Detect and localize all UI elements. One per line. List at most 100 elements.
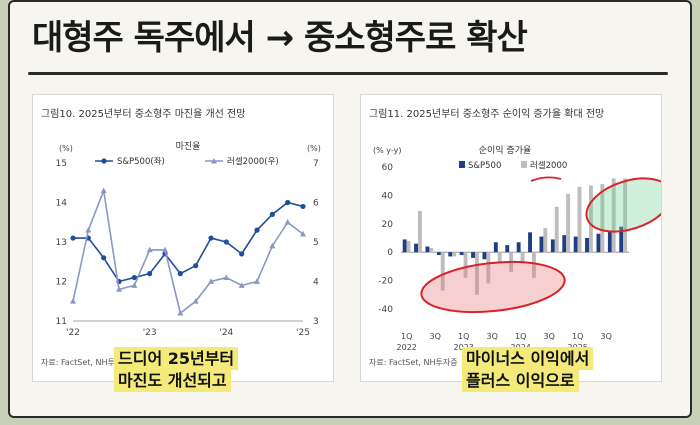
x-tick-year-label: 2022 [397, 343, 417, 352]
y-tick-label: 0 [387, 248, 393, 258]
bar-1 [463, 252, 468, 278]
bar-1 [554, 206, 559, 253]
data-point [254, 278, 260, 284]
x-tick-label: 3Q [601, 332, 612, 341]
earnings-chart-panel-title: 그림11. 2025년부터 중소형주 순이익 증가율 확대 전망 [369, 109, 605, 120]
margin-chart-source: 자료: FactSet, NH투 [41, 358, 115, 367]
x-tick-label: 1Q [458, 332, 469, 341]
caption-left-line2: 마진도 개선되고 [114, 369, 231, 392]
bar-1 [497, 252, 502, 264]
data-point [193, 263, 199, 269]
chart-title: 순이익 증가율 [479, 144, 532, 156]
legend-label: S&P500 [468, 161, 501, 171]
legend-marker [101, 158, 107, 164]
bar-0 [482, 252, 487, 260]
bar-0 [493, 242, 498, 253]
data-point [162, 246, 168, 253]
bar-0 [619, 226, 624, 253]
data-point [239, 251, 245, 257]
earnings-chart: (% y-y) 순이익 증가율 -40 -20 0 20 40 60 S&P500 러셀2000 1… [373, 144, 661, 352]
data-point [101, 255, 107, 261]
x-tick-label: 1Q [572, 332, 583, 341]
data-point [100, 187, 107, 194]
data-point [116, 286, 122, 292]
legend-marker [211, 158, 217, 164]
y-tick-label: 20 [382, 220, 394, 230]
y-right-tick-label: 6 [313, 199, 319, 209]
series-line-0 [73, 201, 304, 283]
y-right-tick-label: 4 [313, 278, 319, 288]
x-tick-label: 3Q [544, 332, 555, 341]
bar-0 [607, 230, 612, 253]
bar-0 [550, 239, 555, 253]
data-point [223, 274, 230, 280]
x-tick-label: '22 [66, 328, 80, 338]
data-point [131, 282, 138, 288]
y-tick-label: 60 [382, 163, 394, 173]
right-axis-unit: (%) [307, 144, 321, 153]
y-right-tick-label: 5 [313, 238, 319, 248]
y-left-tick-label: 14 [56, 199, 68, 209]
data-point [177, 309, 184, 316]
margin-chart-panel-title: 그림10. 2025년부터 중소형주 마진율 개선 전망 [41, 109, 246, 120]
page-title: 대형주 독주에서 → 중소형주로 확산 [32, 18, 528, 58]
bar-0 [539, 236, 544, 253]
bar-0 [516, 242, 521, 253]
bar-0 [471, 252, 475, 258]
x-tick-label: 3Q [487, 332, 498, 341]
bar-0 [528, 232, 532, 253]
bar-0 [585, 238, 589, 253]
bar-1 [566, 193, 571, 253]
legend-label: 러셀2000 [530, 160, 567, 171]
legend-label: S&P500(좌) [117, 157, 165, 167]
data-point [223, 239, 229, 245]
legend-swatch [521, 161, 527, 168]
x-tick-label: '25 [296, 328, 310, 338]
bar-1 [623, 178, 628, 253]
data-point [131, 274, 137, 281]
bar-1 [474, 252, 479, 295]
y-axis-unit: (% y-y) [373, 146, 401, 155]
data-point [300, 230, 306, 237]
legend-underline-mark [530, 176, 562, 182]
bar-0 [436, 252, 441, 256]
y-left-tick-label: 15 [56, 159, 67, 169]
y-right-tick-label: 7 [313, 159, 319, 169]
caption-left-line1: 드디어 25년부터 [114, 347, 239, 370]
bar-0 [596, 233, 601, 253]
bar-1 [417, 211, 422, 253]
x-tick-label: 3Q [430, 332, 441, 341]
data-point [146, 246, 153, 253]
y-left-tick-label: 11 [56, 317, 67, 327]
data-point [284, 219, 291, 225]
bar-0 [459, 252, 464, 256]
data-point [285, 199, 291, 206]
bar-1 [577, 186, 582, 253]
bar-0 [448, 252, 453, 257]
x-tick-label: 1Q [515, 332, 526, 341]
data-point [269, 242, 276, 249]
data-point [177, 271, 183, 277]
y-tick-label: 40 [382, 191, 394, 201]
margin-chart-panel: 그림10. 2025년부터 중소형주 마진율 개선 전망 (%) (%) 마진율 11… [32, 94, 334, 382]
bar-0 [402, 239, 407, 253]
y-tick-label: -40 [378, 305, 393, 315]
title-underline [28, 72, 668, 75]
bar-0 [414, 243, 418, 253]
bar-0 [425, 246, 430, 253]
presentation-board: 대형주 독주에서 → 중소형주로 확산 그림10. 2025년부터 중소형주 마… [8, 0, 692, 418]
y-right-tick-label: 3 [313, 317, 319, 327]
data-point [300, 203, 306, 210]
legend-swatch [459, 161, 465, 168]
bar-1 [520, 252, 525, 264]
margin-chart: (%) (%) 마진율 11 12 13 14 15 3 4 5 6 7 '22 '23 '24 '25 S&P5… [56, 141, 321, 338]
data-point [208, 235, 214, 241]
bar-1 [486, 252, 491, 284]
bar-0 [505, 245, 510, 253]
chart-title: 마진율 [176, 141, 201, 152]
x-tick-label: 1Q [401, 332, 412, 341]
data-point [254, 227, 260, 233]
bar-1 [611, 178, 616, 253]
bar-1 [588, 185, 593, 253]
data-point [70, 235, 76, 241]
